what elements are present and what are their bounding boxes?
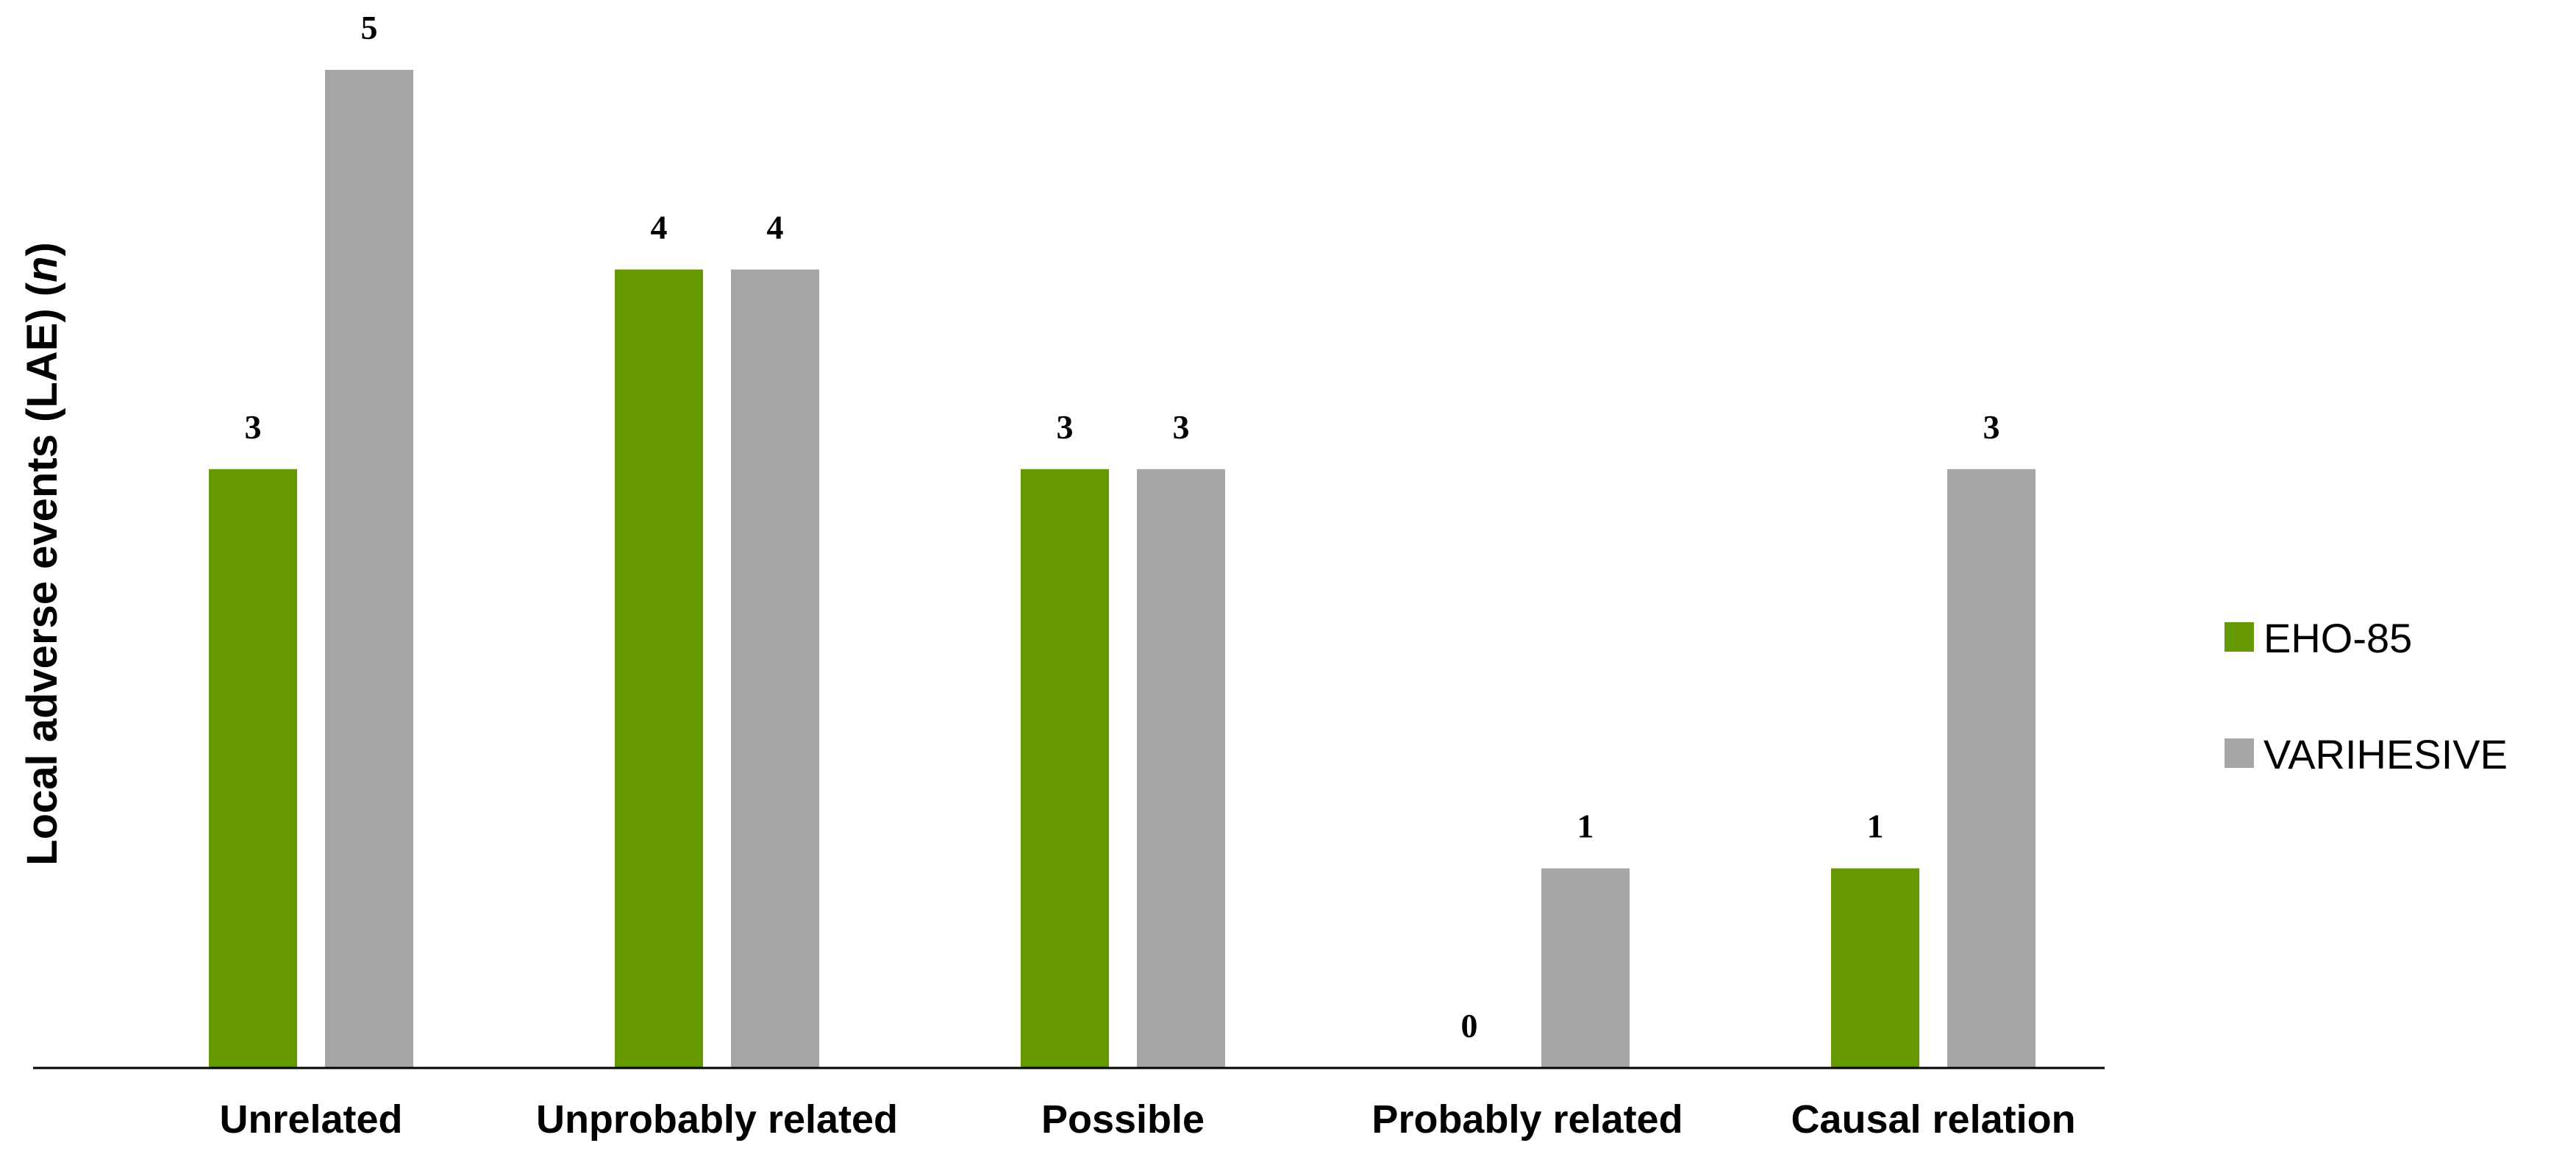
- x-tick-label-possible: Possible: [1041, 1097, 1205, 1142]
- bar-eho-85-unrelated: [209, 469, 297, 1068]
- bar-eho-85-causal-relation: [1831, 868, 1919, 1068]
- legend-swatch-varihesive: [2224, 738, 2254, 768]
- x-tick-labels-group: Unrelated Unprobably related Possible Proba…: [219, 1097, 2075, 1142]
- data-label-varihesive-unrelated: 5: [361, 9, 378, 46]
- y-axis-label-text: Local adverse events (LAE) (: [18, 282, 66, 866]
- x-tick-label-causal-relation: Causal relation: [1791, 1097, 2075, 1142]
- data-label-varihesive-unprobably-related: 4: [767, 208, 784, 246]
- x-tick-label-unprobably-related: Unprobably related: [536, 1097, 898, 1142]
- bar-eho-85-unprobably-related: [615, 269, 703, 1068]
- data-labels-group: 3 5 4 4 3 3 0 1 1 3: [245, 9, 2000, 1044]
- legend-label-varihesive: VARIHESIVE: [2263, 731, 2508, 777]
- x-tick-label-unrelated: Unrelated: [219, 1097, 402, 1142]
- legend-swatch-eho-85: [2224, 622, 2254, 652]
- data-label-eho-85-unrelated: 3: [245, 408, 262, 446]
- data-label-eho-85-unprobably-related: 4: [651, 208, 668, 246]
- y-axis-label-italic: n: [18, 256, 66, 282]
- bar-varihesive-unrelated: [325, 70, 413, 1068]
- data-label-varihesive-possible: 3: [1173, 408, 1190, 446]
- bar-eho-85-possible: [1021, 469, 1109, 1068]
- x-tick-label-probably-related: Probably related: [1371, 1097, 1683, 1142]
- data-label-varihesive-causal-relation: 3: [1983, 408, 2000, 446]
- bar-varihesive-probably-related: [1541, 868, 1630, 1068]
- bars-group: [209, 70, 2036, 1068]
- bar-varihesive-possible: [1137, 469, 1225, 1068]
- y-axis-label-close: ): [18, 242, 66, 256]
- data-label-eho-85-probably-related: 0: [1461, 1007, 1478, 1044]
- data-label-eho-85-causal-relation: 1: [1867, 808, 1884, 845]
- legend: EHO-85 VARIHESIVE: [2224, 615, 2508, 777]
- y-axis-label: Local adverse events (LAE) (n): [18, 242, 66, 866]
- bar-varihesive-unprobably-related: [731, 269, 819, 1068]
- data-label-varihesive-probably-related: 1: [1577, 808, 1594, 845]
- bar-varihesive-causal-relation: [1947, 469, 2036, 1068]
- data-label-eho-85-possible: 3: [1057, 408, 1074, 446]
- legend-label-eho-85: EHO-85: [2263, 615, 2412, 661]
